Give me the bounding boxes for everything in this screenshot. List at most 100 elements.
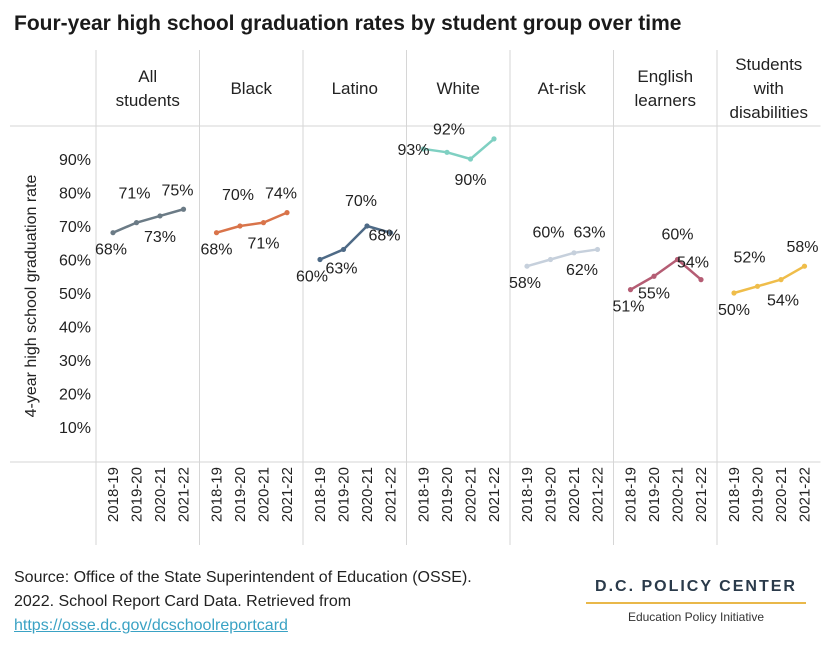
x-tick-label: 2021-22 bbox=[279, 467, 296, 522]
data-label: 62% bbox=[566, 262, 598, 279]
data-point bbox=[284, 210, 290, 216]
series-line-latino bbox=[319, 224, 391, 261]
data-label: 58% bbox=[509, 275, 541, 292]
panel-header-label: Black bbox=[230, 79, 272, 98]
y-tick-label: 50% bbox=[59, 286, 91, 303]
data-point bbox=[651, 273, 657, 279]
data-label: 58% bbox=[786, 239, 818, 256]
data-point bbox=[317, 256, 323, 263]
y-tick-label: 90% bbox=[59, 152, 91, 169]
x-tick-label: 2018-19 bbox=[726, 467, 743, 522]
series-line-white bbox=[423, 137, 495, 161]
data-point bbox=[180, 206, 187, 212]
data-point bbox=[698, 277, 704, 283]
data-label: 54% bbox=[677, 255, 709, 272]
y-tick-label: 20% bbox=[59, 387, 91, 404]
data-label: 52% bbox=[733, 249, 765, 266]
y-tick-label: 10% bbox=[59, 420, 91, 437]
data-point bbox=[237, 223, 243, 229]
x-tick-label: 2020-21 bbox=[670, 467, 687, 522]
series-line-english-learners bbox=[629, 258, 702, 291]
data-point bbox=[524, 263, 530, 269]
source-line-2: 2022. School Report Card Data. Retrieved… bbox=[14, 593, 352, 610]
data-point bbox=[778, 277, 784, 283]
x-tick-label: 2020-21 bbox=[359, 467, 376, 522]
brand-logo: D.C. POLICY CENTER Education Policy Init… bbox=[580, 578, 812, 624]
y-tick-label: 30% bbox=[59, 353, 91, 370]
data-point bbox=[754, 283, 761, 289]
x-tick-label: 2021-22 bbox=[797, 467, 814, 522]
data-label: 63% bbox=[573, 224, 605, 241]
panel-header-label: English bbox=[637, 67, 693, 86]
data-point bbox=[801, 263, 808, 269]
y-tick-label: 60% bbox=[59, 253, 91, 270]
x-tick-label: 2021-22 bbox=[486, 467, 503, 522]
x-tick-label: 2019-20 bbox=[646, 467, 663, 522]
data-point bbox=[133, 220, 140, 226]
data-label: 92% bbox=[433, 121, 465, 138]
source-line-1: Source: Office of the State Superintende… bbox=[14, 569, 472, 586]
data-label: 71% bbox=[247, 236, 279, 253]
x-tick-label: 2021-22 bbox=[176, 467, 193, 522]
panel-header-label: students bbox=[116, 91, 180, 110]
x-tick-label: 2020-21 bbox=[773, 467, 790, 522]
data-point bbox=[110, 230, 116, 236]
data-label: 60% bbox=[296, 269, 328, 286]
data-point bbox=[213, 230, 220, 236]
data-label: 93% bbox=[397, 142, 429, 159]
x-tick-label: 2018-19 bbox=[623, 467, 640, 522]
data-point bbox=[340, 246, 347, 253]
chart-svg: 4-year high school graduation rate 10% 20%… bbox=[10, 50, 821, 545]
brand-name: D.C. POLICY CENTER bbox=[595, 578, 797, 595]
panel-header-label: with bbox=[753, 79, 784, 98]
x-tick-label: 2018-19 bbox=[209, 467, 226, 522]
data-label: 70% bbox=[222, 187, 254, 204]
data-point bbox=[260, 220, 267, 226]
x-tick-label: 2020-21 bbox=[566, 467, 583, 522]
panel-header-label: disabilities bbox=[730, 103, 808, 122]
x-tick-label: 2018-19 bbox=[105, 467, 122, 522]
brand-divider bbox=[586, 602, 806, 604]
x-tick-label: 2018-19 bbox=[312, 467, 329, 522]
x-tick-label: 2021-22 bbox=[383, 467, 400, 522]
x-tick-label: 2020-21 bbox=[152, 467, 169, 522]
x-tick-label: 2018-19 bbox=[519, 467, 536, 522]
source-link[interactable]: https://osse.dc.gov/dcschoolreportcard bbox=[14, 617, 288, 634]
data-point bbox=[364, 223, 370, 229]
data-label: 60% bbox=[532, 225, 564, 242]
x-tick-label: 2021-22 bbox=[693, 467, 710, 522]
data-point bbox=[547, 256, 554, 263]
data-point bbox=[594, 246, 601, 253]
data-point bbox=[387, 230, 394, 236]
panel-header-label: All bbox=[138, 67, 157, 86]
panel-header-label: Latino bbox=[332, 79, 378, 98]
data-label: 60% bbox=[661, 227, 693, 244]
y-tick-label: 80% bbox=[59, 186, 91, 203]
data-label: 54% bbox=[767, 293, 799, 310]
x-tick-label: 2019-20 bbox=[439, 467, 456, 522]
panel-header-label: learners bbox=[635, 91, 696, 110]
panel-header-label: Students bbox=[735, 55, 802, 74]
x-tick-label: 2021-22 bbox=[590, 467, 607, 522]
data-point bbox=[491, 136, 497, 142]
x-tick-label: 2020-21 bbox=[463, 467, 480, 522]
source-note: Source: Office of the State Superintende… bbox=[14, 566, 472, 638]
y-axis-label: 4-year high school graduation rate bbox=[23, 174, 40, 417]
data-label: 71% bbox=[118, 186, 150, 203]
data-label: 90% bbox=[454, 172, 486, 189]
x-tick-label: 2020-21 bbox=[256, 467, 273, 522]
x-tick-label: 2019-20 bbox=[232, 467, 249, 522]
data-label: 51% bbox=[612, 299, 644, 316]
data-label: 50% bbox=[718, 302, 750, 319]
series-line-students-with-disabilities bbox=[733, 265, 806, 295]
data-label: 73% bbox=[144, 229, 176, 246]
brand-subtitle: Education Policy Initiative bbox=[627, 610, 765, 624]
data-label: 74% bbox=[265, 186, 297, 203]
data-point bbox=[627, 287, 634, 293]
data-label: 68% bbox=[95, 242, 127, 259]
x-tick-label: 2019-20 bbox=[129, 467, 146, 522]
data-point bbox=[420, 146, 427, 152]
data-label: 63% bbox=[325, 260, 357, 277]
data-label: 75% bbox=[161, 182, 193, 199]
data-label: 55% bbox=[638, 285, 670, 302]
